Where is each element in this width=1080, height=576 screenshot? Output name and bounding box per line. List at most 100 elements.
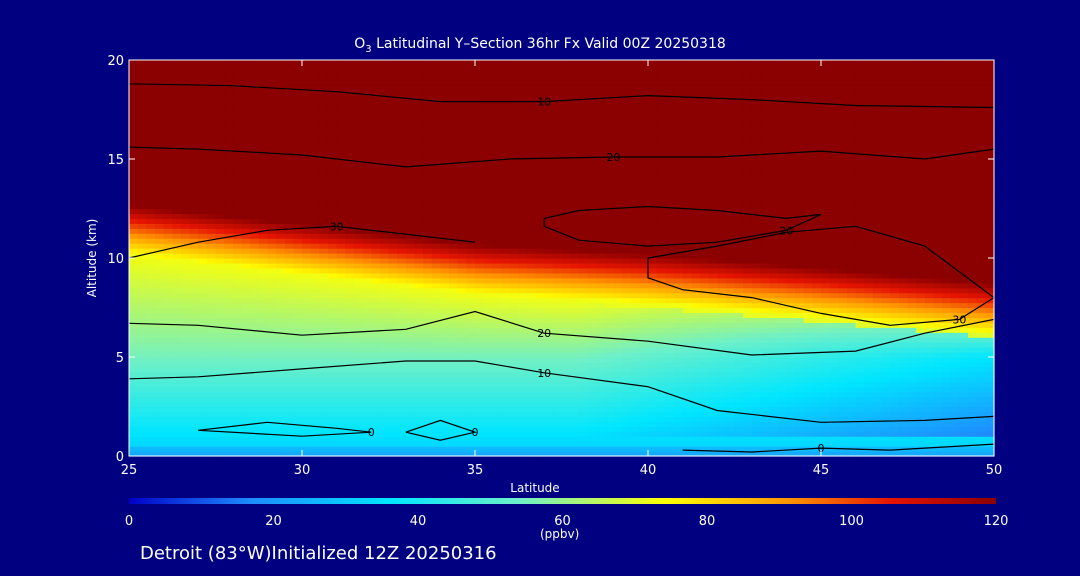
field-cell [570, 84, 580, 91]
field-cell [319, 312, 329, 318]
field-cell [492, 64, 502, 71]
field-cell [327, 228, 338, 234]
field-cell [509, 327, 519, 333]
field-cell [379, 168, 390, 175]
field-cell [570, 391, 580, 398]
field-cell [475, 60, 485, 66]
field-cell [198, 183, 208, 190]
field-cell [284, 431, 294, 437]
field-cell [561, 223, 571, 229]
field-cell [353, 238, 364, 244]
field-cell [578, 361, 589, 368]
field-cell [613, 109, 623, 116]
field-cell [622, 223, 632, 229]
field-cell [483, 84, 493, 91]
field-cell [431, 272, 441, 279]
field-cell [215, 89, 225, 96]
field-cell [379, 129, 390, 135]
field-cell [500, 84, 511, 91]
field-cell [250, 287, 260, 294]
field-cell [319, 79, 329, 86]
field-cell [414, 69, 424, 76]
field-cell [267, 144, 277, 150]
field-cell [379, 119, 390, 125]
field-cell [440, 104, 450, 111]
field-cell [604, 381, 614, 388]
field-cell [500, 94, 511, 101]
field-cell [388, 193, 398, 200]
field-cell [241, 347, 251, 353]
field-cell [319, 69, 329, 76]
field-cell [388, 426, 398, 432]
field-cell [518, 406, 528, 413]
field-cell [319, 64, 329, 71]
field-cell [431, 74, 441, 81]
field-cell [561, 421, 571, 427]
field-cell [137, 173, 147, 180]
field-cell [431, 297, 441, 304]
field-cell [475, 79, 485, 86]
field-cell [397, 292, 407, 299]
field-cell [639, 436, 649, 442]
field-cell [475, 104, 485, 111]
field-cell [353, 248, 364, 254]
field-cell [544, 84, 554, 91]
field-cell [241, 312, 251, 318]
field-cell [639, 258, 649, 264]
field-cell [613, 352, 623, 358]
field-cell [483, 376, 493, 383]
field-cell [206, 436, 217, 442]
field-cell [535, 203, 545, 210]
field-cell [518, 64, 528, 71]
field-cell [232, 168, 243, 175]
field-cell [578, 282, 589, 289]
field-cell [423, 154, 433, 160]
field-cell [345, 119, 355, 125]
field-cell [146, 74, 156, 81]
field-cell [258, 406, 268, 413]
field-cell [310, 287, 320, 294]
field-cell [310, 119, 320, 125]
field-cell [345, 139, 355, 145]
field-cell [431, 391, 441, 398]
field-cell [596, 302, 606, 309]
field-cell [526, 139, 537, 145]
field-cell [535, 411, 545, 417]
field-cell [129, 173, 139, 180]
field-cell [423, 233, 433, 239]
field-cell [587, 149, 597, 155]
field-cell [397, 208, 407, 215]
field-cell [319, 441, 329, 447]
field-cell [388, 357, 398, 363]
field-cell [379, 203, 390, 210]
field-cell [535, 114, 545, 120]
field-cell [475, 431, 485, 437]
field-cell [604, 282, 614, 289]
field-cell [180, 64, 191, 71]
field-cell [509, 223, 519, 229]
field-cell [613, 258, 623, 264]
field-cell [492, 139, 502, 145]
field-cell [492, 129, 502, 135]
field-cell [604, 203, 614, 210]
field-cell [466, 173, 476, 180]
field-cell [388, 451, 398, 457]
field-cell [405, 366, 416, 373]
field-cell [630, 124, 640, 130]
field-cell [552, 119, 563, 125]
field-cell [414, 173, 424, 180]
field-cell [648, 376, 658, 383]
field-cell [302, 327, 312, 333]
field-cell [397, 302, 407, 309]
field-cell [241, 198, 251, 205]
field-cell [276, 421, 286, 427]
field-cell [492, 386, 502, 393]
field-cell [258, 178, 268, 185]
field-cell [431, 327, 441, 333]
field-cell [578, 94, 589, 101]
field-cell [440, 60, 450, 66]
field-cell [570, 253, 580, 259]
field-cell [544, 451, 554, 457]
field-cell [371, 322, 381, 328]
field-cell [423, 79, 433, 86]
